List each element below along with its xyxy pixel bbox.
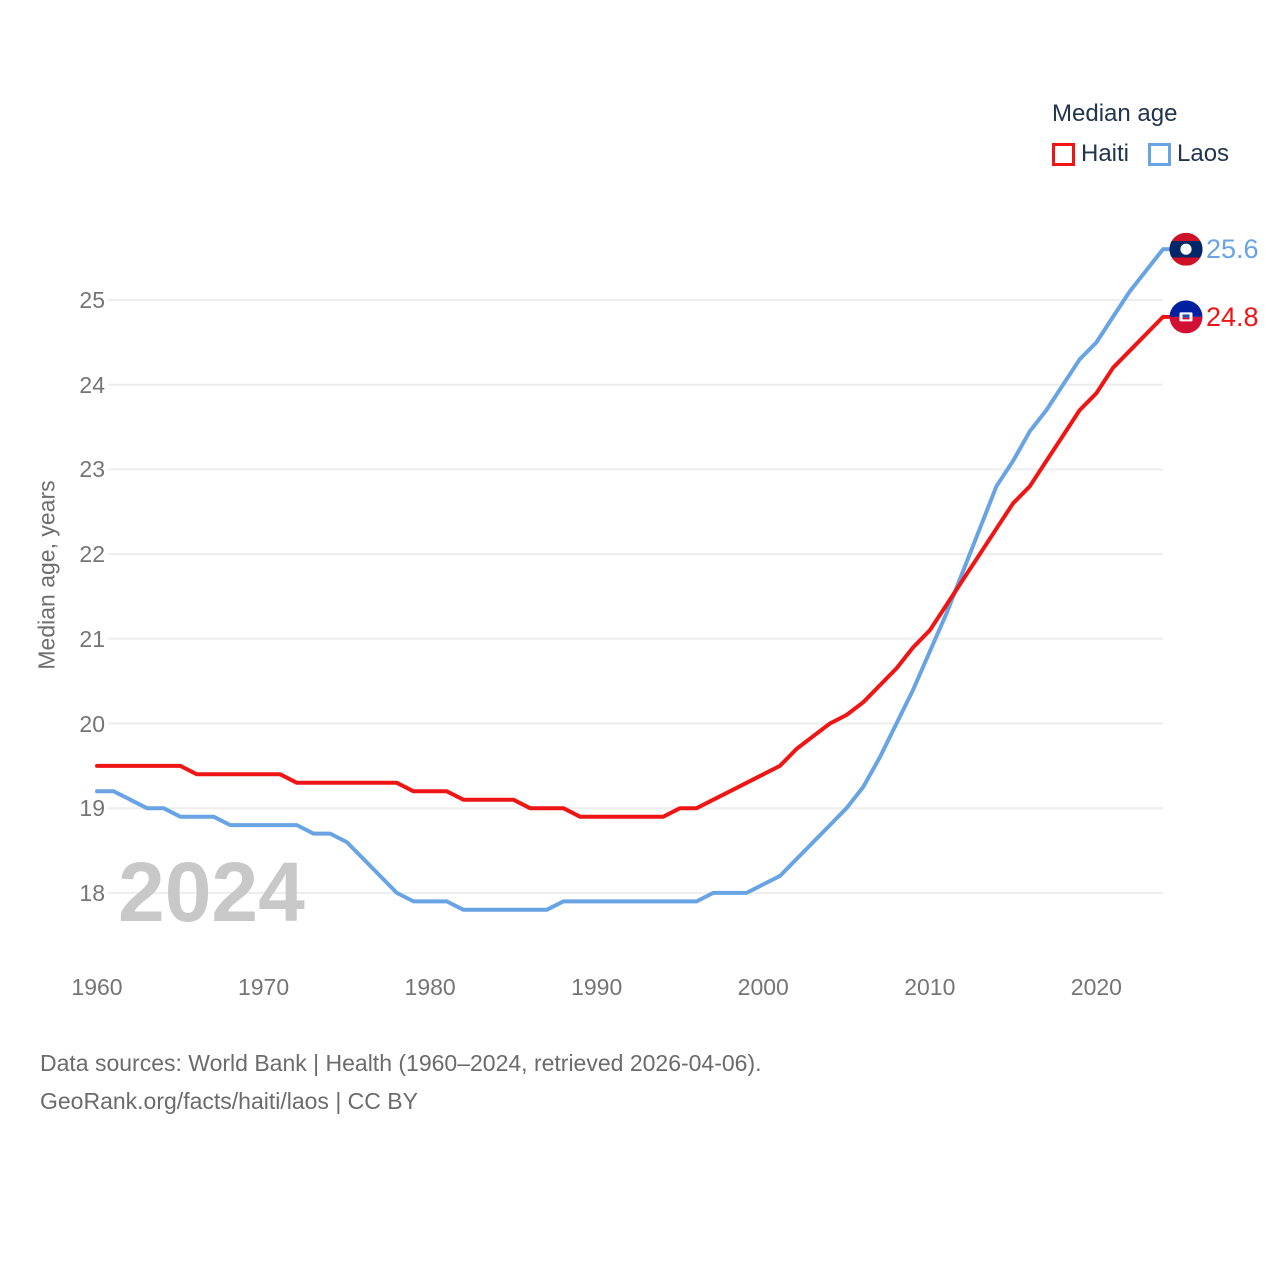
y-tick-label: 20 bbox=[79, 710, 105, 737]
data-sources-text: Data sources: World Bank | Health (1960–… bbox=[40, 1050, 762, 1076]
series-line-laos bbox=[95, 247, 1165, 912]
legend-item-laos[interactable]: Laos bbox=[1148, 140, 1229, 168]
legend-item-haiti[interactable]: Haiti bbox=[1052, 140, 1129, 168]
x-axis-ticks: 1960 1970 1980 1990 2000 2010 2020 bbox=[0, 974, 1280, 1006]
end-value-label-haiti: 24.8 bbox=[1206, 302, 1259, 332]
legend-title: Median age bbox=[1052, 100, 1178, 127]
y-axis-ticks: 25 24 23 22 21 20 19 18 bbox=[40, 0, 105, 1000]
x-tick-label: 1970 bbox=[237, 974, 290, 1000]
legend-label-haiti: Haiti bbox=[1081, 140, 1130, 167]
series-line-haiti bbox=[95, 314, 1165, 819]
x-tick-label: 1960 bbox=[71, 974, 123, 1000]
georank-attribution-text: GeoRank.org/facts/haiti/laos | CC BY bbox=[40, 1088, 418, 1114]
legend-items: Haiti Laos bbox=[1052, 140, 1229, 168]
watermark-year: 2024 bbox=[118, 845, 305, 939]
laos-flag-icon bbox=[1169, 232, 1203, 266]
legend: Median age Haiti Laos bbox=[1052, 100, 1229, 168]
x-tick-label: 2020 bbox=[1070, 974, 1122, 1000]
x-tick-label: 1980 bbox=[404, 974, 456, 1000]
y-tick-label: 18 bbox=[79, 879, 105, 906]
x-tick-label: 1990 bbox=[571, 974, 623, 1000]
laos-swatch-icon bbox=[1148, 142, 1172, 166]
y-tick-label: 21 bbox=[79, 625, 105, 652]
end-value-label-laos: 25.6 bbox=[1206, 234, 1259, 264]
haiti-flag-icon bbox=[1169, 300, 1203, 334]
x-tick-label: 2010 bbox=[904, 974, 956, 1000]
y-tick-label: 22 bbox=[79, 541, 105, 568]
haiti-swatch-icon bbox=[1052, 142, 1075, 166]
y-tick-label: 24 bbox=[79, 371, 105, 398]
y-tick-label: 23 bbox=[79, 456, 105, 483]
y-tick-label: 25 bbox=[79, 287, 105, 313]
legend-label-laos: Laos bbox=[1177, 140, 1230, 167]
x-tick-label: 2000 bbox=[737, 974, 789, 1000]
y-tick-label: 19 bbox=[79, 795, 105, 822]
